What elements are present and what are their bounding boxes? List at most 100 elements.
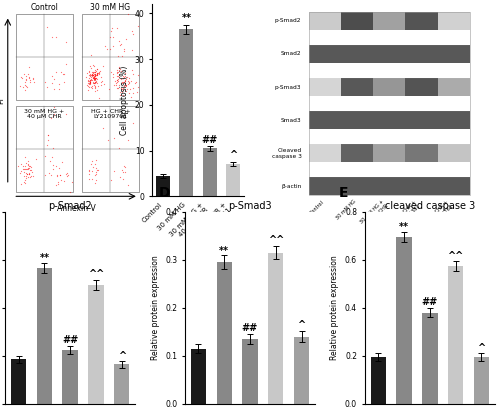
Bar bbox=[308, 45, 341, 63]
Point bbox=[92, 75, 100, 81]
Point bbox=[62, 38, 70, 45]
Point bbox=[124, 78, 132, 84]
Point bbox=[22, 171, 30, 177]
Point bbox=[92, 78, 100, 84]
Point bbox=[26, 166, 34, 173]
Text: Control: Control bbox=[308, 199, 324, 215]
Point bbox=[91, 69, 99, 75]
Point bbox=[85, 171, 93, 177]
Point bbox=[84, 81, 92, 87]
Point bbox=[128, 47, 136, 53]
Point bbox=[17, 181, 25, 188]
Point bbox=[54, 179, 62, 186]
Point bbox=[20, 173, 28, 179]
Point bbox=[56, 172, 64, 179]
Point bbox=[30, 75, 38, 81]
Point bbox=[90, 88, 98, 94]
Text: β-actin: β-actin bbox=[281, 184, 301, 189]
Point bbox=[116, 174, 124, 180]
Point bbox=[84, 80, 92, 86]
Bar bbox=[216, 262, 232, 404]
Point bbox=[90, 78, 98, 85]
Title: p-Smad2: p-Smad2 bbox=[48, 201, 92, 211]
Point bbox=[92, 75, 100, 81]
Point bbox=[88, 161, 96, 168]
Point bbox=[92, 180, 100, 187]
Point bbox=[94, 70, 102, 77]
Point bbox=[48, 113, 56, 119]
Point bbox=[22, 163, 30, 169]
Point bbox=[48, 80, 56, 86]
Point bbox=[94, 166, 102, 173]
Point bbox=[40, 171, 48, 178]
Y-axis label: Cell apoptosis (%): Cell apoptosis (%) bbox=[120, 66, 129, 135]
Point bbox=[55, 86, 63, 92]
Point bbox=[117, 67, 125, 74]
Point bbox=[110, 78, 118, 84]
Point bbox=[118, 89, 126, 95]
Point bbox=[114, 69, 122, 75]
Bar bbox=[438, 111, 470, 129]
Bar bbox=[373, 45, 406, 63]
Point bbox=[114, 78, 122, 84]
Point bbox=[90, 77, 98, 83]
Point bbox=[26, 162, 34, 169]
Point bbox=[130, 31, 138, 38]
Text: 30 mM HG +
40 μM CHR: 30 mM HG + 40 μM CHR bbox=[24, 109, 64, 120]
Point bbox=[63, 173, 71, 180]
Point bbox=[91, 72, 99, 78]
Point bbox=[88, 175, 96, 182]
Point bbox=[56, 172, 64, 178]
Point bbox=[87, 75, 95, 82]
Point bbox=[50, 165, 58, 172]
Point bbox=[59, 71, 67, 78]
Point bbox=[20, 83, 28, 90]
Text: **: ** bbox=[219, 246, 229, 256]
Y-axis label: Relative protein expression: Relative protein expression bbox=[150, 255, 160, 360]
Point bbox=[91, 76, 99, 83]
Bar bbox=[82, 14, 139, 100]
Point bbox=[88, 77, 96, 84]
Bar bbox=[422, 313, 438, 404]
Bar bbox=[448, 266, 464, 404]
Text: ##: ## bbox=[242, 323, 258, 333]
Bar bbox=[202, 148, 216, 196]
Point bbox=[48, 154, 56, 160]
Point bbox=[120, 83, 128, 89]
Text: HG + CHR +
LY2109761: HG + CHR + LY2109761 bbox=[90, 109, 130, 120]
Point bbox=[122, 163, 130, 170]
Bar bbox=[16, 14, 72, 100]
Point bbox=[116, 89, 124, 95]
Point bbox=[120, 47, 128, 54]
Text: p-Smad2: p-Smad2 bbox=[275, 18, 301, 23]
Point bbox=[91, 72, 99, 79]
Point bbox=[128, 28, 136, 35]
Point bbox=[90, 73, 98, 79]
Point bbox=[86, 74, 94, 81]
Point bbox=[86, 78, 94, 85]
Point bbox=[46, 115, 54, 121]
Point bbox=[86, 72, 94, 79]
Point bbox=[52, 182, 60, 188]
Point bbox=[100, 62, 108, 69]
Point bbox=[91, 71, 99, 78]
Point bbox=[92, 169, 100, 175]
Point bbox=[115, 82, 123, 88]
Point bbox=[90, 62, 98, 69]
Bar bbox=[226, 164, 240, 196]
Bar bbox=[180, 29, 194, 196]
Point bbox=[20, 71, 28, 78]
Point bbox=[54, 173, 62, 179]
Point bbox=[92, 171, 100, 177]
Point bbox=[118, 80, 126, 86]
Point bbox=[96, 68, 104, 74]
Point bbox=[30, 79, 38, 85]
Point bbox=[55, 81, 63, 88]
Point bbox=[62, 171, 70, 177]
Point bbox=[115, 67, 123, 74]
Point bbox=[116, 64, 124, 71]
Bar bbox=[406, 144, 438, 162]
Bar bbox=[308, 177, 341, 195]
Point bbox=[88, 71, 96, 78]
Point bbox=[86, 168, 94, 175]
